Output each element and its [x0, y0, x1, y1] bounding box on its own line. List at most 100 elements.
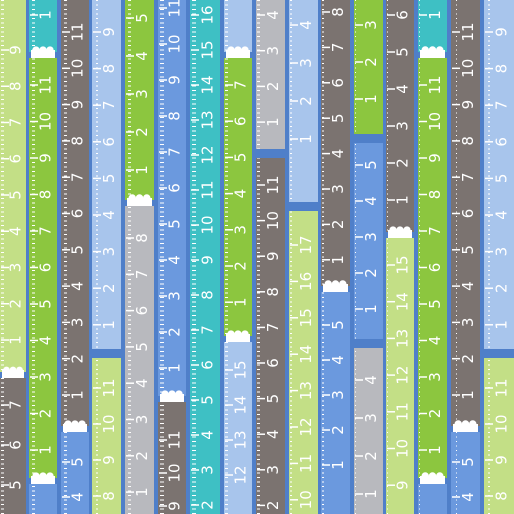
tick-major [93, 324, 101, 326]
tape-number: 8 [493, 64, 511, 74]
tick-major [355, 61, 363, 63]
tick-major [257, 14, 265, 16]
tick-major [290, 244, 298, 246]
tape-number: 8 [69, 136, 87, 146]
tape-end-bump [421, 472, 430, 480]
tape-number: 9 [394, 480, 412, 490]
tape-number: 7 [493, 100, 511, 110]
tick-major [355, 272, 363, 274]
tick-major [485, 387, 493, 389]
tape-number: 7 [7, 400, 25, 410]
tape-number: 10 [166, 463, 184, 482]
tick-major [387, 447, 395, 450]
tape-end-bump [403, 226, 411, 234]
tape-number: 4 [329, 355, 347, 365]
tape-number: 9 [100, 27, 118, 37]
tape-number: 6 [199, 360, 217, 370]
tick-major [30, 376, 38, 378]
tick-major [62, 31, 70, 33]
tape-number: 8 [264, 287, 282, 297]
tape-ticks [1, 0, 6, 372]
tick-major [225, 474, 233, 476]
tick-major [355, 200, 363, 202]
tape-number: 5 [7, 190, 25, 200]
tick-major [30, 412, 38, 415]
tape-number: 2 [100, 283, 118, 293]
tick-major [355, 236, 363, 238]
tick-major [93, 214, 101, 216]
tape-number: 5 [232, 153, 250, 163]
tape-number: 9 [493, 27, 511, 37]
tape-number: 6 [7, 154, 25, 164]
tape-number: 6 [7, 440, 25, 450]
tick-major [191, 119, 199, 121]
tape-number: 1 [329, 460, 347, 470]
tick-major [126, 169, 134, 171]
tick-major [225, 404, 233, 406]
tape-end-bump [331, 280, 340, 288]
tape-number: 10 [166, 34, 184, 53]
tape-number: 1 [362, 94, 380, 104]
tick-major [322, 394, 330, 396]
tick-major [93, 423, 101, 425]
tick-major [62, 67, 70, 70]
tape-end [127, 198, 152, 206]
tape-end-bump [338, 280, 347, 288]
tick-major [1, 266, 9, 269]
tick-major [452, 461, 460, 463]
tape-number: 5 [166, 219, 184, 229]
tick-major [257, 219, 265, 222]
tape-number: 5 [426, 299, 444, 309]
tape-number: 12 [394, 366, 412, 385]
tape-end-bump [428, 472, 437, 480]
tape-number: 3 [264, 465, 282, 475]
tape-number: 6 [37, 263, 55, 273]
tape-end-bump [324, 280, 333, 288]
tape-number: 8 [166, 111, 184, 121]
tape-end-bump [234, 46, 242, 54]
tape-number: 2 [394, 158, 412, 168]
tape-number: 7 [133, 270, 151, 280]
tick-major [191, 224, 199, 226]
tape-number: 5 [133, 13, 151, 23]
tape-number: 2 [493, 283, 511, 293]
tape-number: 8 [426, 190, 444, 200]
tick-major [387, 484, 395, 486]
tape-ticks [290, 0, 295, 205]
tape-number: 2 [37, 409, 55, 419]
tick-major [159, 151, 167, 153]
tape-number: 5 [100, 174, 118, 184]
tick-major [225, 301, 233, 303]
tick-major [322, 11, 330, 13]
tick-major [452, 394, 460, 396]
tick-major [1, 339, 9, 341]
tick-major [387, 88, 395, 90]
tick-major [452, 285, 460, 287]
tape-number: 9 [426, 153, 444, 163]
tick-major [126, 17, 134, 19]
tick-major [419, 303, 427, 305]
tape-number: 10 [426, 112, 444, 131]
tick-major [159, 331, 167, 333]
tape-number: 4 [493, 210, 511, 220]
tape-number: 1 [426, 445, 444, 455]
tape-number: 4 [133, 51, 151, 61]
tick-major [126, 491, 134, 493]
tick-major [290, 389, 298, 392]
tape-number: 2 [426, 409, 444, 419]
tape-number: 4 [264, 429, 282, 439]
tape-end-bump [168, 390, 176, 398]
tape-band [289, 202, 318, 208]
tape-end [31, 50, 55, 58]
tick-major [225, 369, 233, 371]
tick-major [355, 98, 363, 100]
tape-end-bump [32, 472, 40, 480]
tick-major [419, 14, 427, 16]
tape-number: 15 [297, 308, 315, 327]
tape-number: 11 [426, 75, 444, 94]
tape-end [226, 334, 250, 342]
tape-number: 2 [362, 451, 380, 461]
tick-major [485, 459, 493, 461]
tape-number: 10 [493, 414, 511, 433]
tick-major [322, 429, 330, 431]
